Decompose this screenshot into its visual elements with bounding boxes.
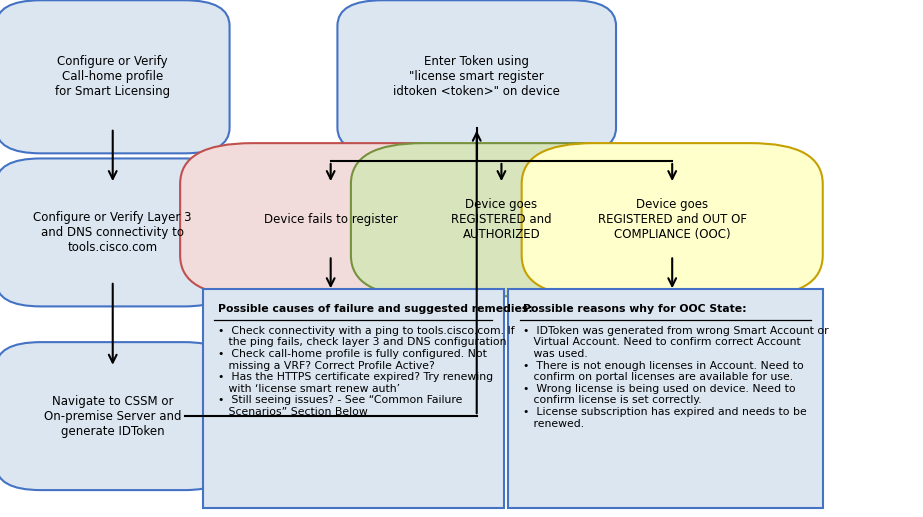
Text: Device fails to register: Device fails to register bbox=[264, 213, 398, 226]
FancyBboxPatch shape bbox=[338, 1, 616, 154]
FancyBboxPatch shape bbox=[0, 1, 230, 154]
FancyBboxPatch shape bbox=[203, 288, 504, 508]
FancyBboxPatch shape bbox=[180, 143, 481, 296]
Text: Possible causes of failure and suggested remedies:: Possible causes of failure and suggested… bbox=[218, 304, 533, 314]
Text: Configure or Verify Layer 3
and DNS connectivity to
tools.cisco.com: Configure or Verify Layer 3 and DNS conn… bbox=[33, 211, 192, 254]
Text: •  Check connectivity with a ping to tools.cisco.com. If
   the ping fails, chec: • Check connectivity with a ping to tool… bbox=[218, 326, 514, 417]
Text: Device goes
REGISTERED and OUT OF
COMPLIANCE (OOC): Device goes REGISTERED and OUT OF COMPLI… bbox=[598, 198, 747, 241]
Text: Device goes
REGISTERED and
AUTHORIZED: Device goes REGISTERED and AUTHORIZED bbox=[451, 198, 552, 241]
FancyBboxPatch shape bbox=[509, 288, 822, 508]
Text: Navigate to CSSM or
On-premise Server and
generate IDToken: Navigate to CSSM or On-premise Server an… bbox=[44, 394, 182, 437]
Text: Configure or Verify
Call-home profile
for Smart Licensing: Configure or Verify Call-home profile fo… bbox=[55, 55, 170, 98]
Text: Enter Token using
"license smart register
idtoken <token>" on device: Enter Token using "license smart registe… bbox=[393, 55, 560, 98]
FancyBboxPatch shape bbox=[351, 143, 652, 296]
FancyBboxPatch shape bbox=[0, 158, 230, 307]
Text: Possible reasons why for OOC State:: Possible reasons why for OOC State: bbox=[523, 304, 747, 314]
FancyBboxPatch shape bbox=[0, 342, 230, 490]
Text: •  IDToken was generated from wrong Smart Account or
   Virtual Account. Need to: • IDToken was generated from wrong Smart… bbox=[523, 326, 829, 429]
FancyBboxPatch shape bbox=[521, 143, 822, 296]
